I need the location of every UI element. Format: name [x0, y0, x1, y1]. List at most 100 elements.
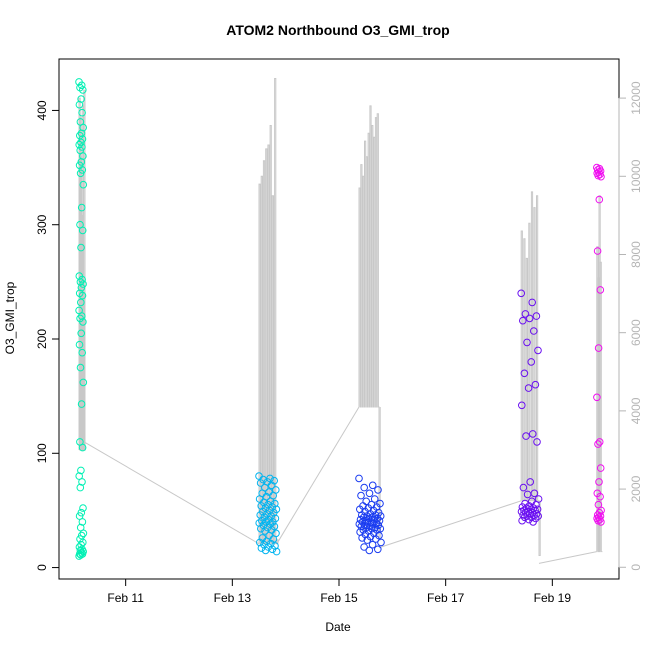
data-point — [520, 369, 529, 378]
data-point — [77, 129, 86, 138]
data-point — [528, 298, 537, 307]
data-point — [595, 195, 604, 204]
data-point — [368, 481, 377, 490]
data-point — [77, 466, 85, 475]
data-point — [519, 316, 527, 325]
data-point — [534, 346, 542, 355]
data-point — [530, 327, 538, 335]
data-point — [595, 438, 604, 446]
trace-segment — [78, 89, 86, 451]
y-right-tick-label: 0 — [629, 564, 643, 571]
data-point — [595, 478, 603, 486]
y-right-tick-label: 10000 — [629, 159, 643, 193]
data-point — [371, 523, 379, 532]
data-point — [597, 172, 605, 181]
data-point — [76, 169, 85, 178]
data-point — [272, 547, 281, 556]
x-tick-label: Feb 17 — [427, 591, 465, 605]
y-axis-right: 0 2000 4000 6000 8000 10000 12000 — [618, 81, 643, 571]
x-tick-label: Feb 19 — [534, 591, 572, 605]
data-point — [518, 516, 526, 525]
x-tick-label: Feb 13 — [214, 591, 252, 605]
data-point — [522, 504, 531, 512]
data-point — [521, 310, 530, 318]
y-axis-label: O3_GMI_trop — [3, 281, 17, 354]
chart-title: ATOM2 Northbound O3_GMI_trop — [226, 22, 449, 38]
y-right-tick-label: 4000 — [629, 397, 643, 424]
data-point — [256, 538, 264, 547]
data-point — [519, 483, 528, 492]
data-point — [79, 378, 88, 387]
y-tick-label: 200 — [35, 329, 49, 349]
data-point — [261, 546, 270, 555]
data-point — [529, 518, 537, 526]
data-point — [524, 384, 533, 392]
data-point — [531, 380, 540, 389]
data-point — [76, 363, 85, 372]
data-point — [372, 535, 380, 543]
data-point — [75, 552, 83, 560]
trace-connector — [538, 551, 597, 564]
data-point — [75, 340, 84, 349]
data-point — [533, 438, 541, 446]
data-point — [360, 483, 369, 492]
trace-connector — [378, 500, 522, 549]
data-point — [77, 81, 86, 90]
data-point — [257, 502, 266, 510]
data-point — [79, 504, 87, 512]
data-point — [77, 329, 85, 338]
data-point — [79, 180, 88, 189]
data-point — [256, 511, 265, 519]
y-right-tick-label: 2000 — [629, 475, 643, 502]
data-point — [79, 123, 87, 132]
data-point — [518, 503, 527, 511]
data-point — [79, 529, 88, 538]
data-point — [267, 481, 276, 490]
data-point — [77, 400, 86, 408]
data-point — [521, 508, 530, 517]
data-point — [78, 291, 87, 300]
data-point — [517, 507, 526, 516]
data-point — [376, 524, 385, 533]
data-point — [522, 432, 530, 440]
data-point — [523, 490, 532, 499]
data-point — [255, 519, 264, 527]
data-point — [596, 492, 604, 501]
data-point — [78, 312, 86, 320]
data-point — [355, 520, 364, 528]
data-point — [517, 289, 526, 298]
trace-segment — [358, 105, 381, 541]
y-axis-left: 0 100 200 300 400 — [35, 100, 60, 571]
data-point — [77, 298, 85, 307]
data-point — [77, 283, 86, 292]
data-point — [355, 474, 363, 483]
data-point — [75, 100, 84, 109]
data-point — [76, 483, 85, 492]
data-point — [518, 401, 526, 410]
data-point — [523, 338, 531, 347]
data-point — [77, 138, 85, 147]
x-axis: Feb 11 Feb 13 Feb 15 Feb 17 Feb 19 — [107, 578, 572, 605]
data-point — [360, 543, 368, 551]
data-point — [596, 464, 605, 472]
data-point — [77, 540, 85, 549]
data-point — [261, 527, 269, 535]
data-point — [78, 478, 86, 486]
data-point — [78, 348, 86, 357]
data-point — [78, 443, 87, 452]
y-tick-label: 100 — [35, 443, 49, 463]
data-point — [365, 489, 374, 498]
data-point — [360, 521, 369, 530]
data-point — [79, 318, 87, 326]
data-point — [374, 545, 382, 554]
data-point — [527, 358, 536, 366]
trace-segment — [258, 78, 279, 545]
data-point — [78, 135, 87, 143]
data-point — [258, 516, 266, 525]
data-point — [366, 522, 374, 531]
trace-segment — [520, 191, 541, 556]
data-point — [257, 544, 266, 552]
data-point — [377, 538, 385, 547]
y-right-tick-label: 6000 — [629, 319, 643, 346]
